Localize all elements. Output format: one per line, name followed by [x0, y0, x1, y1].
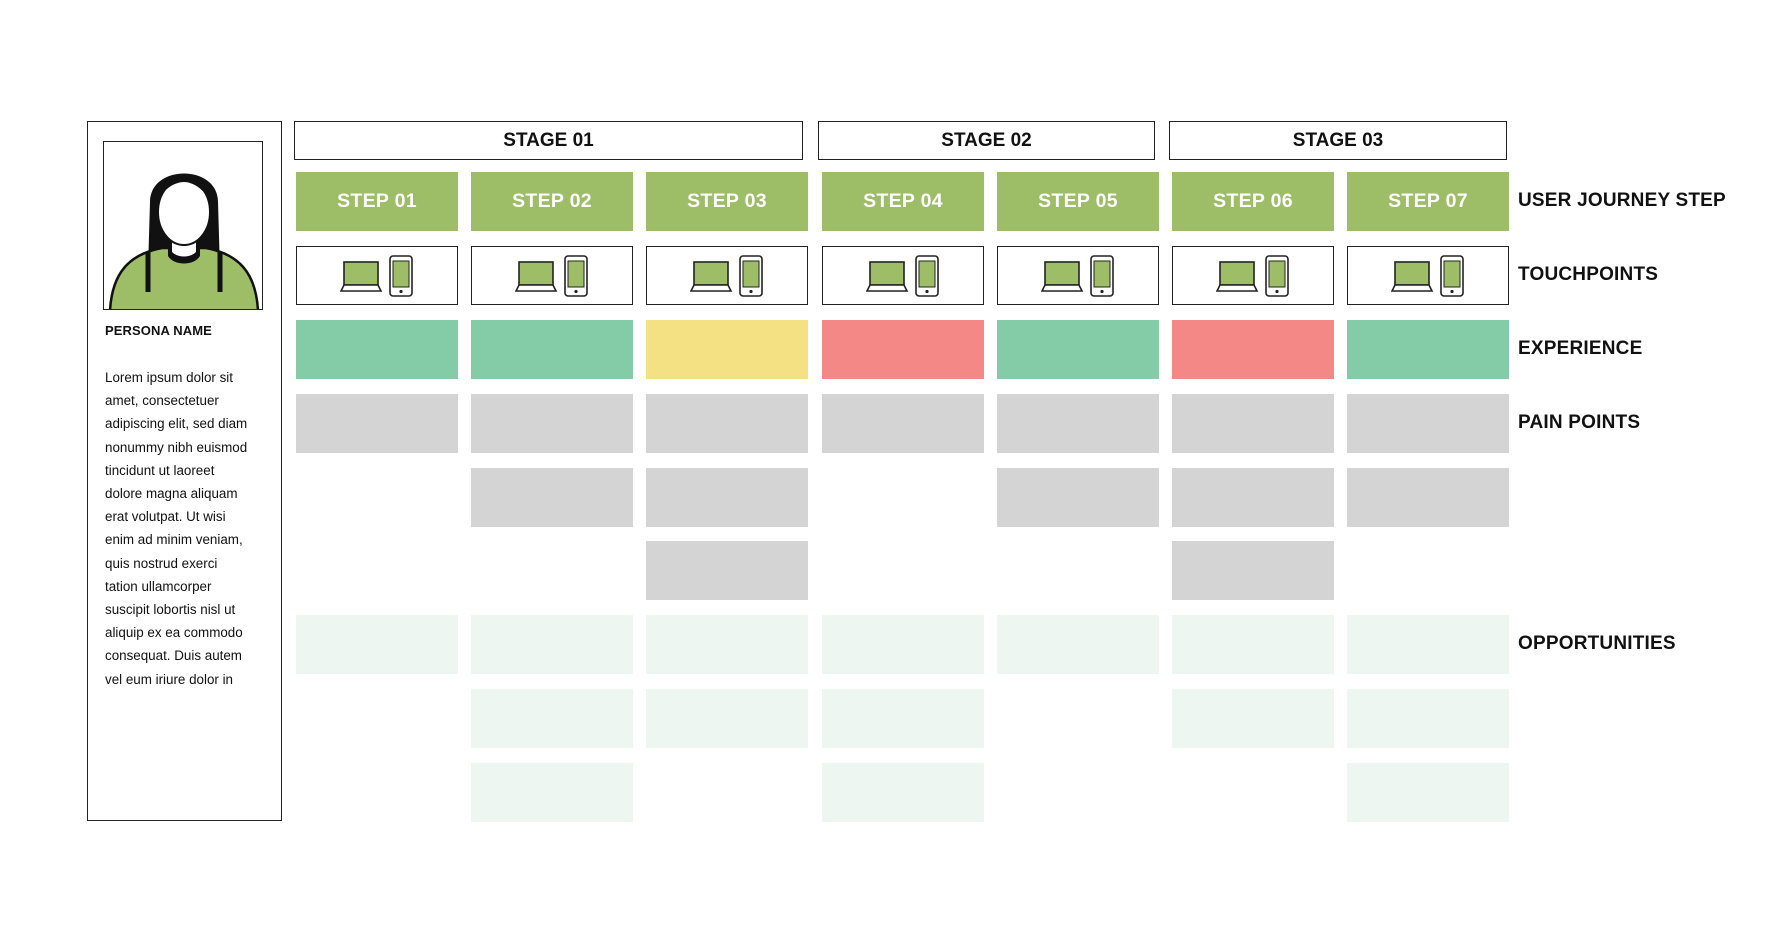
pain-point-card[interactable] [471, 468, 633, 527]
opportunity-card[interactable] [1172, 615, 1334, 674]
experience-negative-card[interactable] [822, 320, 984, 379]
opportunity-card[interactable] [471, 763, 633, 822]
row-label-pain-points: PAIN POINTS [1518, 412, 1641, 433]
experience-positive-card[interactable] [296, 320, 458, 379]
touchpoint-card[interactable] [997, 246, 1159, 305]
laptop-icon [866, 257, 912, 295]
opportunity-card[interactable] [822, 689, 984, 748]
step-card[interactable]: STEP 06 [1172, 172, 1334, 231]
touchpoint-card[interactable] [1347, 246, 1509, 305]
opportunity-card[interactable] [1172, 689, 1334, 748]
laptop-icon [690, 257, 736, 295]
pain-point-card[interactable] [1347, 394, 1509, 453]
persona-description: Lorem ipsum dolor sit amet, consectetuer… [105, 370, 248, 687]
step-card[interactable]: STEP 05 [997, 172, 1159, 231]
stage-header: STAGE 03 [1169, 121, 1507, 160]
phone-icon [1439, 254, 1465, 297]
laptop-icon [1041, 257, 1087, 295]
opportunity-card[interactable] [1347, 763, 1509, 822]
phone-icon [1089, 254, 1115, 297]
persona-name: PERSONA NAME [105, 323, 212, 338]
row-label-steps: USER JOURNEY STEP [1518, 190, 1726, 211]
touchpoint-card[interactable] [1172, 246, 1334, 305]
opportunity-card[interactable] [1347, 689, 1509, 748]
phone-icon [738, 254, 764, 297]
persona-avatar [103, 141, 263, 310]
pain-point-card[interactable] [296, 394, 458, 453]
stage-header: STAGE 02 [818, 121, 1155, 160]
pain-point-card[interactable] [822, 394, 984, 453]
step-card[interactable]: STEP 04 [822, 172, 984, 231]
laptop-icon [515, 257, 561, 295]
step-card[interactable]: STEP 07 [1347, 172, 1509, 231]
opportunity-card[interactable] [997, 615, 1159, 674]
experience-positive-card[interactable] [1347, 320, 1509, 379]
stage-header: STAGE 01 [294, 121, 803, 160]
opportunity-card[interactable] [822, 763, 984, 822]
step-card[interactable]: STEP 01 [296, 172, 458, 231]
touchpoint-card[interactable] [296, 246, 458, 305]
phone-icon [388, 254, 414, 297]
pain-point-card[interactable] [1347, 468, 1509, 527]
experience-negative-card[interactable] [1172, 320, 1334, 379]
pain-point-card[interactable] [646, 394, 808, 453]
step-card[interactable]: STEP 03 [646, 172, 808, 231]
touchpoint-card[interactable] [822, 246, 984, 305]
opportunity-card[interactable] [471, 615, 633, 674]
pain-point-card[interactable] [997, 394, 1159, 453]
row-label-touchpoints: TOUCHPOINTS [1518, 264, 1659, 285]
pain-point-card[interactable] [1172, 468, 1334, 527]
experience-positive-card[interactable] [471, 320, 633, 379]
touchpoint-card[interactable] [646, 246, 808, 305]
laptop-icon [340, 257, 386, 295]
opportunity-card[interactable] [1347, 615, 1509, 674]
pain-point-card[interactable] [471, 394, 633, 453]
phone-icon [1264, 254, 1290, 297]
row-label-opportunities: OPPORTUNITIES [1518, 633, 1676, 654]
opportunity-card[interactable] [471, 689, 633, 748]
phone-icon [563, 254, 589, 297]
pain-point-card[interactable] [646, 468, 808, 527]
laptop-icon [1216, 257, 1262, 295]
touchpoint-card[interactable] [471, 246, 633, 305]
laptop-icon [1391, 257, 1437, 295]
experience-neutral-card[interactable] [646, 320, 808, 379]
phone-icon [914, 254, 940, 297]
pain-point-card[interactable] [646, 541, 808, 600]
pain-point-card[interactable] [1172, 394, 1334, 453]
step-card[interactable]: STEP 02 [471, 172, 633, 231]
opportunity-card[interactable] [296, 615, 458, 674]
pain-point-card[interactable] [1172, 541, 1334, 600]
opportunity-card[interactable] [646, 615, 808, 674]
pain-point-card[interactable] [997, 468, 1159, 527]
experience-positive-card[interactable] [997, 320, 1159, 379]
row-label-experience: EXPERIENCE [1518, 338, 1643, 359]
opportunity-card[interactable] [646, 689, 808, 748]
person-avatar-icon [108, 173, 260, 309]
opportunity-card[interactable] [822, 615, 984, 674]
